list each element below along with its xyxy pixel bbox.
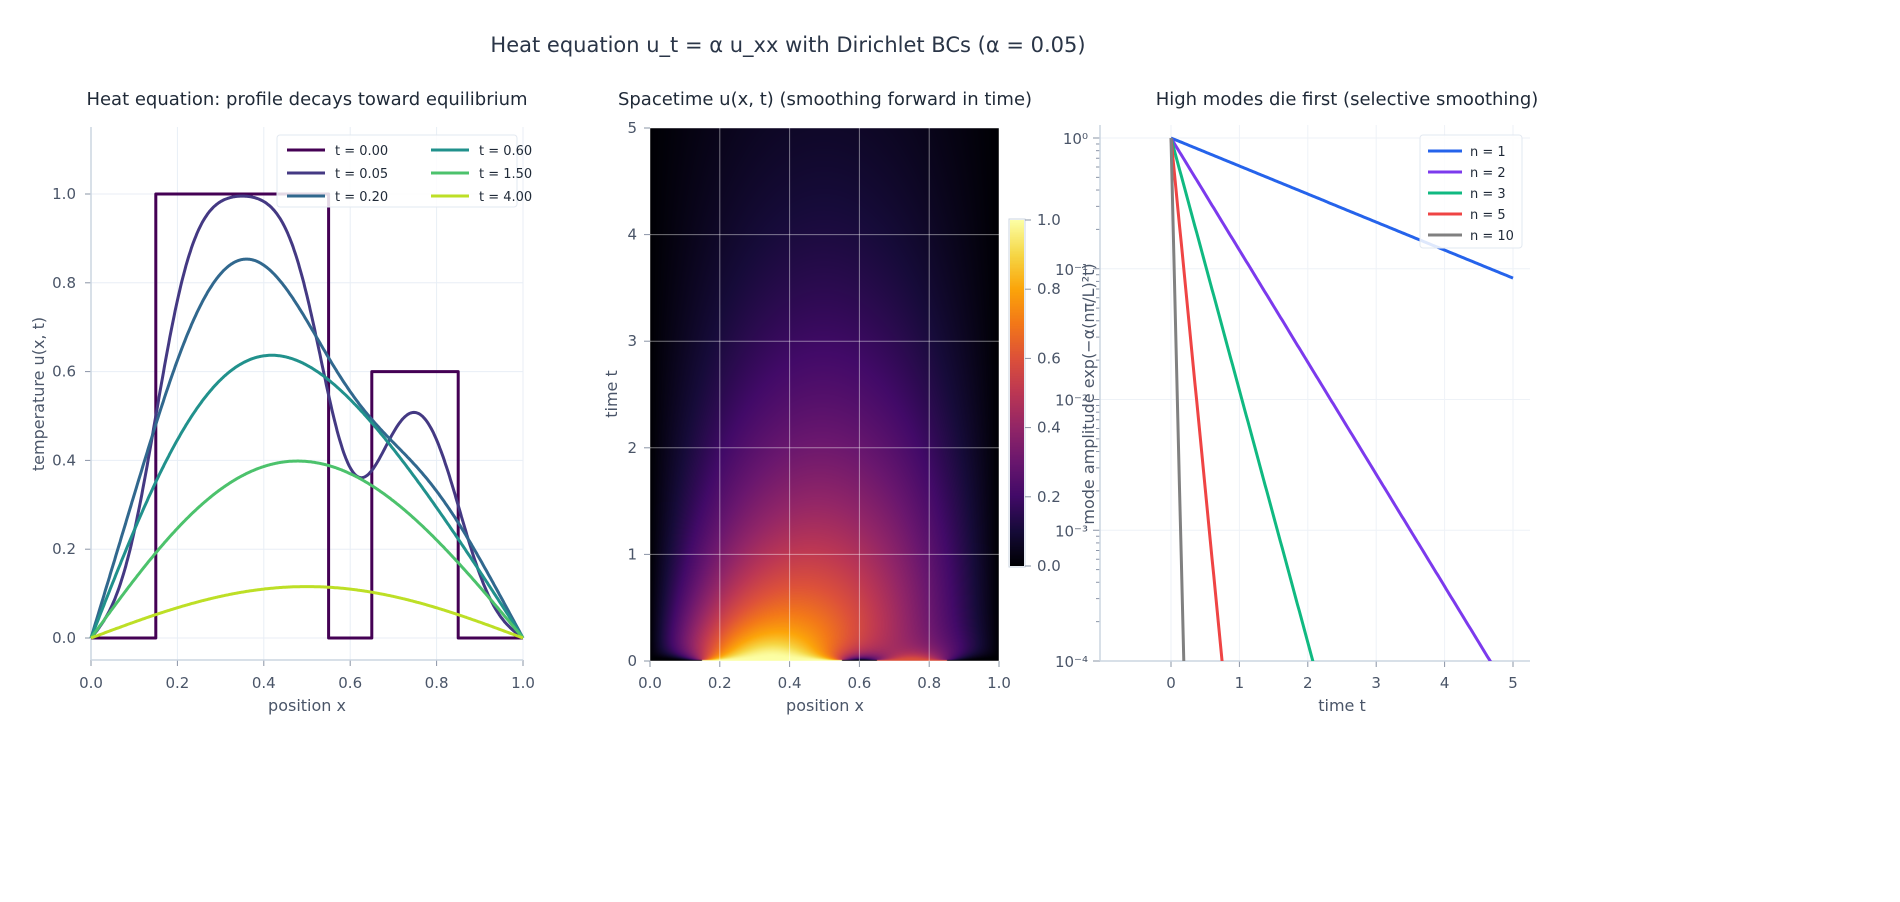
colorbar-tick-label: 0.8 <box>1037 280 1061 298</box>
colorbar-tick-label: 1.0 <box>1037 211 1061 229</box>
colorbar-tick-label: 0.6 <box>1037 349 1061 367</box>
profile-line-400 <box>90 585 524 640</box>
legend-label: n = 10 <box>1470 229 1514 244</box>
x-tick-label: 0.0 <box>638 674 662 692</box>
x-tick-label: 1.0 <box>987 674 1011 692</box>
x-tick-label: 0.2 <box>708 674 732 692</box>
x-tick-label: 3 <box>1371 674 1381 692</box>
legend: n = 1 n = 2 n = 3 n = 5 n = 10 <box>1419 134 1523 249</box>
y-tick-label: 10⁻⁴ <box>1055 653 1088 671</box>
colorbar-tick-label: 0.0 <box>1037 557 1061 575</box>
legend-label: n = 1 <box>1470 145 1506 160</box>
panel2-xlabel: position x <box>786 696 864 715</box>
legend-box <box>1419 134 1523 249</box>
x-tick-label: 0.8 <box>425 674 449 692</box>
legend-label: t = 0.60 <box>479 144 532 159</box>
colorbar-frame <box>1008 218 1026 568</box>
colorbar-tick-label: 0.2 <box>1037 488 1061 506</box>
y-tick-label: 5 <box>627 119 637 137</box>
y-tick-label: 3 <box>627 332 637 350</box>
y-tick-label: 0.2 <box>52 540 76 558</box>
panel1-xlabel: position x <box>268 696 346 715</box>
y-tick-label: 0.4 <box>52 451 76 469</box>
y-tick-label: 0.6 <box>52 363 76 381</box>
profile-line-150 <box>89 459 525 639</box>
profile-line-020 <box>89 257 525 639</box>
x-tick-label: 0.2 <box>165 674 189 692</box>
mode-line-n1 <box>1170 136 1514 280</box>
panel1-title: Heat equation: profile decays toward equ… <box>86 89 527 110</box>
legend-label: t = 0.00 <box>335 144 388 159</box>
profile-line-005 <box>89 194 524 640</box>
legend-label: t = 0.05 <box>335 167 388 182</box>
y-tick-label: 2 <box>627 439 637 457</box>
x-tick-label: 2 <box>1303 674 1313 692</box>
x-tick-label: 0.6 <box>338 674 362 692</box>
x-tick-label: 1 <box>1235 674 1245 692</box>
y-tick-label: 10⁰ <box>1063 130 1088 148</box>
panel2-title: Spacetime u(x, t) (smoothing forward in … <box>618 89 1032 110</box>
y-tick-label: 1.0 <box>52 185 76 203</box>
legend-label: t = 0.20 <box>335 190 388 205</box>
x-tick-label: 1.0 <box>511 674 535 692</box>
figure-title: Heat equation u_t = α u_xx with Dirichle… <box>490 33 1085 58</box>
mode-line-n3 <box>1169 137 1315 661</box>
panel2-plot: 0.0 0.2 0.4 0.6 0.8 1.0 0 1 2 3 4 5 0.0 0.2 0.4 0.6 0.8 1… <box>627 119 1060 692</box>
y-tick-label: 0 <box>627 652 637 670</box>
y-tick-label: 10⁻³ <box>1055 522 1088 540</box>
x-tick-label: 0.0 <box>79 674 103 692</box>
legend-label: n = 5 <box>1470 208 1506 223</box>
y-tick-label: 10⁻² <box>1055 392 1088 410</box>
colorbar <box>1010 220 1024 566</box>
y-tick-label: 1 <box>627 545 637 563</box>
legend-box <box>276 134 518 208</box>
x-tick-label: 0.4 <box>252 674 276 692</box>
y-tick-label: 0.0 <box>52 629 76 647</box>
x-tick-label: 0.8 <box>917 674 941 692</box>
legend-label: t = 4.00 <box>479 190 532 205</box>
x-tick-label: 5 <box>1508 674 1518 692</box>
spacetime-heatmap <box>650 128 999 661</box>
y-tick-label: 0.8 <box>52 274 76 292</box>
x-tick-label: 0 <box>1166 674 1176 692</box>
legend-label: n = 2 <box>1470 166 1506 181</box>
panel3-plot: 0 1 2 3 4 5 10⁰ 10⁻¹ 10⁻² 10⁻³ 10⁻⁴ n = 1 n = 2 n = 3… <box>1055 125 1530 692</box>
legend-label: t = 1.50 <box>479 167 532 182</box>
x-tick-label: 4 <box>1440 674 1450 692</box>
panel1-ylabel: temperature u(x, t) <box>29 317 48 471</box>
legend-label: n = 3 <box>1470 187 1506 202</box>
mode-line-n10 <box>1169 137 1186 661</box>
panel3-xlabel: time t <box>1318 696 1366 715</box>
legend: t = 0.00 t = 0.05 t = 0.20 t = 0.60 t = 1.50… <box>276 134 532 208</box>
panel3-title: High modes die first (selective smoothin… <box>1156 89 1539 110</box>
panel1-plot: 0.0 0.0 0.2 0.2 0.4 0.4 0.6 0.6 0.8 0.8 1.0 1.0 t = … <box>52 127 535 692</box>
y-tick-label: 10⁻¹ <box>1055 261 1088 279</box>
mode-line-n5 <box>1169 137 1224 661</box>
panel2-ylabel: time t <box>602 370 621 418</box>
colorbar-tick-label: 0.4 <box>1037 419 1061 437</box>
profile-line-060 <box>89 353 525 639</box>
mode-line-n2 <box>1169 137 1492 661</box>
panel3-ylabel: mode amplitude exp(−α(nπ/L)²t) <box>1079 263 1098 524</box>
y-tick-label: 4 <box>627 226 637 244</box>
x-tick-label: 0.4 <box>778 674 802 692</box>
x-tick-label: 0.6 <box>847 674 871 692</box>
